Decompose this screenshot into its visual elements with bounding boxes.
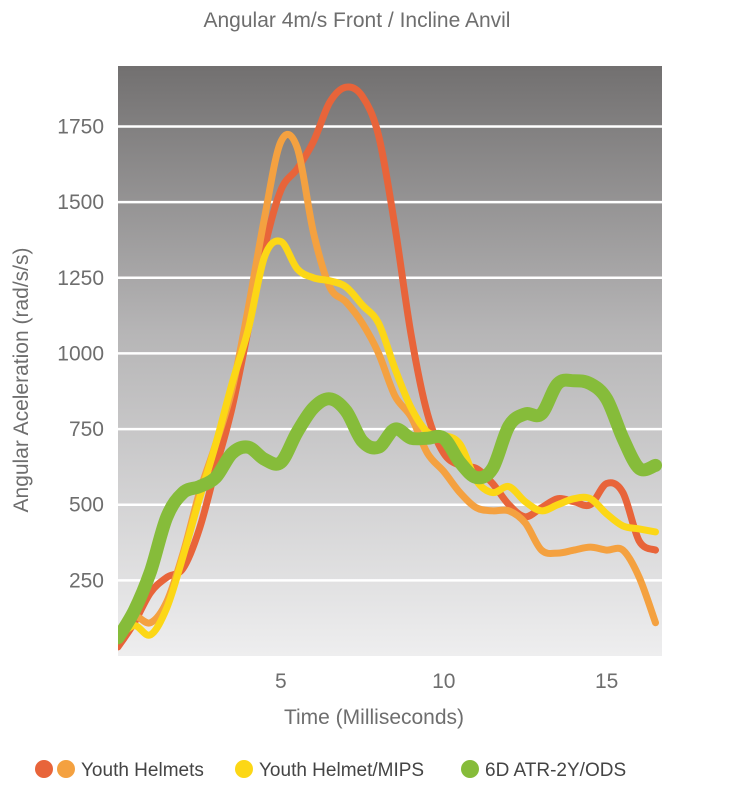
legend-swatch [35, 760, 53, 778]
legend-label: Youth Helmets [81, 760, 204, 781]
legend-swatch [235, 760, 253, 778]
x-axis-ticks: 5 10 15 [275, 670, 618, 693]
y-tick-label: 250 [69, 569, 104, 592]
youth-helmet-mips-line [118, 237, 659, 642]
x-tick-label: 10 [432, 670, 455, 693]
series-lines [118, 83, 662, 651]
y-tick-label: 1750 [57, 116, 104, 139]
y-tick-label: 1250 [57, 267, 104, 290]
legend-item: 6D ATR-2Y/ODS [461, 760, 626, 781]
legend-label: 6D ATR-2Y/ODS [485, 760, 626, 781]
y-axis-ticks: 250 500 750 1000 1250 1500 1750 [57, 116, 104, 593]
x-tick-label: 15 [595, 670, 618, 693]
chart-title: Angular 4m/s Front / Incline Anvil [204, 9, 511, 32]
y-tick-label: 500 [69, 494, 104, 517]
y-tick-label: 750 [69, 418, 104, 441]
y-tick-label: 1500 [57, 191, 104, 214]
legend-label: Youth Helmet/MIPS [259, 760, 424, 781]
legend-item: Youth Helmets [35, 760, 204, 781]
x-axis-label: Time (Milliseconds) [284, 706, 464, 729]
legend-item: Youth Helmet/MIPS [235, 760, 424, 781]
y-axis-label: Angular Aceleration (rad/s/s) [10, 248, 33, 513]
six-d-atr-2y-ods-line [118, 373, 662, 645]
x-tick-label: 5 [275, 670, 287, 693]
legend: Youth Helmets Youth Helmet/MIPS 6D ATR-2Y/… [35, 760, 626, 781]
legend-swatch [57, 760, 75, 778]
y-tick-label: 1000 [57, 342, 104, 365]
legend-swatch [461, 760, 479, 778]
